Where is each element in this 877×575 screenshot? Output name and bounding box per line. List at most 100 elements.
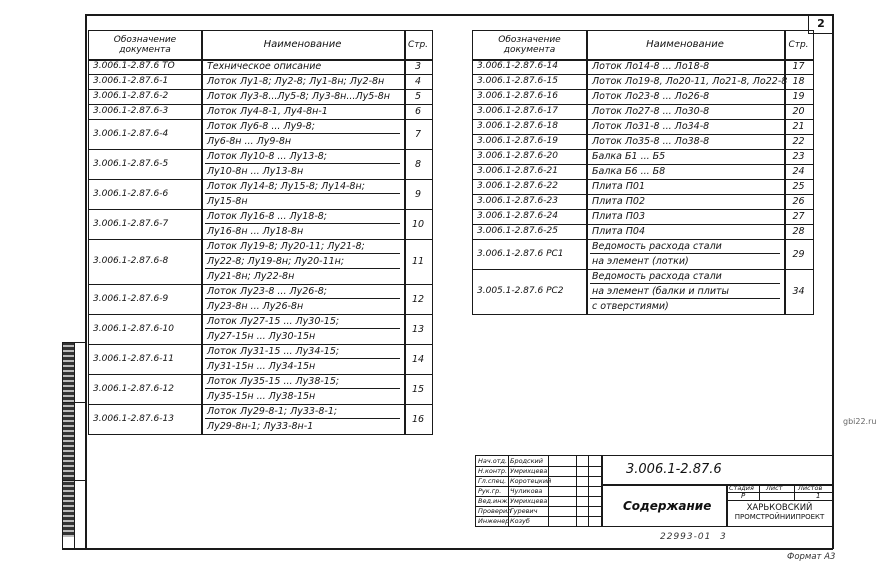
sub-underline: [590, 253, 780, 254]
sub-underline: [590, 283, 780, 284]
row-name-line: Лоток Лу35-15 ... Лу38-15;: [207, 376, 340, 387]
row-name-line: Лоток Лу14-8; Лу15-8; Лу14-8н;: [207, 181, 365, 192]
row-divider: [473, 239, 813, 241]
row-name-line: Лоток Лу4-8-1, Лу4-8н-1: [207, 106, 328, 117]
signatory-role: Вед.инж.: [478, 497, 510, 505]
row-page: 7: [414, 128, 422, 140]
sub-underline: [205, 298, 400, 299]
row-divider: [473, 269, 813, 271]
sub-underline: [205, 223, 400, 224]
sub-underline: [205, 388, 400, 389]
row-name-line: Лоток Лу19-8; Лу20-11; Лу21-8;: [207, 241, 365, 252]
signatory-role: Гл.спец.: [478, 477, 507, 485]
row-designation: 3.006.1-2.87.6-16: [477, 91, 558, 101]
row-divider: [89, 89, 432, 91]
row-page: 27: [792, 211, 805, 222]
signature-column-line: [548, 456, 549, 526]
row-name-line: Лу27-15н ... Лу30-15н: [207, 331, 316, 342]
row-designation: 3.006.1-2.87.6-21: [477, 166, 558, 176]
row-name-line: Лоток Ло31-8 ... Ло34-8: [592, 121, 710, 132]
row-page: 22: [792, 136, 805, 147]
sheets-label: Листов: [798, 484, 823, 492]
row-name-line: Лоток Ло14-8 ... Ло18-8: [592, 61, 710, 72]
row-name-line: Плита П02: [592, 196, 645, 207]
row-name-line: Балка Б1 ... Б5: [592, 151, 666, 162]
sheets-value: 1: [816, 492, 821, 500]
row-designation: 3.006.1-2.87.6-4: [93, 128, 169, 139]
row-name-line: Лоток Лу23-8 ... Лу26-8;: [207, 286, 328, 297]
row-name-line: Лоток Лу10-8 ... Лу13-8;: [207, 151, 328, 162]
sub-underline: [205, 268, 400, 269]
signatory-role: Нач.отд.: [478, 457, 508, 465]
row-name-line: Лоток Лу27-15 ... Лу30-15;: [207, 316, 340, 327]
row-name-line: Лу16-8н ... Лу18-8н: [207, 226, 304, 237]
row-divider: [473, 194, 813, 196]
row-designation: 3.006.1-2.87.6-17: [477, 106, 558, 116]
column-divider: [586, 31, 588, 314]
signatory-name: Умрихцева: [510, 497, 548, 505]
row-name-line: Лу23-8н ... Лу26-8н: [207, 301, 304, 312]
row-designation: 3.006.1-2.87.6-13: [93, 413, 174, 424]
designation-header-line2: документа: [503, 45, 556, 55]
row-designation: 3.006.1-2.87.6-12: [93, 383, 174, 394]
signatory-name: Умрихцева: [510, 467, 548, 475]
row-designation: 3.006.1-2.87.6-15: [477, 76, 558, 86]
signature-row-line: [476, 466, 601, 467]
row-designation: 3.006.1-2.87.6 ТО: [93, 61, 175, 71]
row-name-line: Лу35-15н ... Лу38-15н: [207, 391, 316, 402]
signatory-name: Чуликова: [510, 487, 543, 495]
row-name-line: Лоток Ло19-8, Ло20-11, Ло21-8, Ло22-8: [592, 76, 788, 87]
margin-line: [62, 342, 85, 343]
header-divider: [89, 59, 432, 61]
row-page: 6: [414, 106, 422, 117]
sheet-number: 2: [808, 15, 833, 34]
signature-row-line: [476, 506, 601, 507]
designation-header-line2: документа: [119, 45, 171, 55]
organization-line2: Промстройниипроект: [734, 513, 825, 521]
row-name-line: Лу29-8н-1; Лу33-8н-1: [207, 421, 314, 432]
row-designation: 3.006.1-2.87.6-5: [93, 158, 169, 169]
signatory-name: Гуревич: [510, 507, 538, 515]
name-header: Наименование: [646, 39, 724, 50]
signature-column-line: [508, 456, 509, 526]
sub-underline: [205, 328, 400, 329]
frame-left: [85, 14, 87, 549]
margin-line: [62, 402, 85, 403]
row-name-line: Лоток Лу31-15 ... Лу34-15;: [207, 346, 340, 357]
row-name-line: на элемент (лотки): [592, 256, 689, 267]
row-divider: [473, 119, 813, 121]
row-page: 8: [414, 158, 422, 170]
row-page: 21: [792, 121, 805, 132]
row-divider: [473, 89, 813, 91]
sub-underline: [205, 133, 400, 134]
row-designation: 3.006.1-2.87.6-19: [477, 136, 558, 146]
row-name-line: Лоток Лу29-8-1; Лу33-8-1;: [207, 406, 338, 417]
signatory-role: Рук.гр.: [478, 487, 502, 495]
row-page: 12: [411, 293, 425, 305]
sheet-title: Содержание: [623, 499, 712, 513]
row-divider: [473, 209, 813, 211]
row-designation: 3.005.1-2.87.6 РС2: [477, 286, 564, 296]
row-divider: [89, 239, 432, 241]
row-name-line: с отверстиями): [592, 301, 669, 312]
frame-bottom: [62, 548, 833, 550]
row-designation: 3.006.1-2.87.6-7: [93, 218, 169, 229]
row-divider: [89, 209, 432, 211]
row-name-line: Лоток Ло23-8 ... Ло26-8: [592, 91, 710, 102]
row-divider: [473, 224, 813, 226]
signatures-grid: Нач.отд. Бродский Н.контр. Умрихцева Гл.спец…: [476, 456, 601, 527]
row-divider: [89, 149, 432, 151]
header-divider: [473, 59, 813, 61]
row-page: 25: [792, 181, 805, 192]
row-divider: [89, 434, 432, 436]
inventory-page: 3: [720, 532, 726, 542]
row-name-line: Лоток Лу6-8 ... Лу9-8;: [207, 121, 315, 132]
designation-header-line1: Обозначение: [498, 35, 561, 45]
row-divider: [89, 104, 432, 106]
row-page: 28: [792, 226, 805, 237]
row-name-line: Лу10-8н ... Лу13-8н: [207, 166, 304, 177]
row-name-line: Лу21-8н; Лу22-8н: [207, 271, 295, 282]
row-designation: 3.006.1-2.87.6-14: [477, 61, 558, 71]
margin-line: [62, 480, 85, 481]
margin-line: [74, 342, 75, 548]
